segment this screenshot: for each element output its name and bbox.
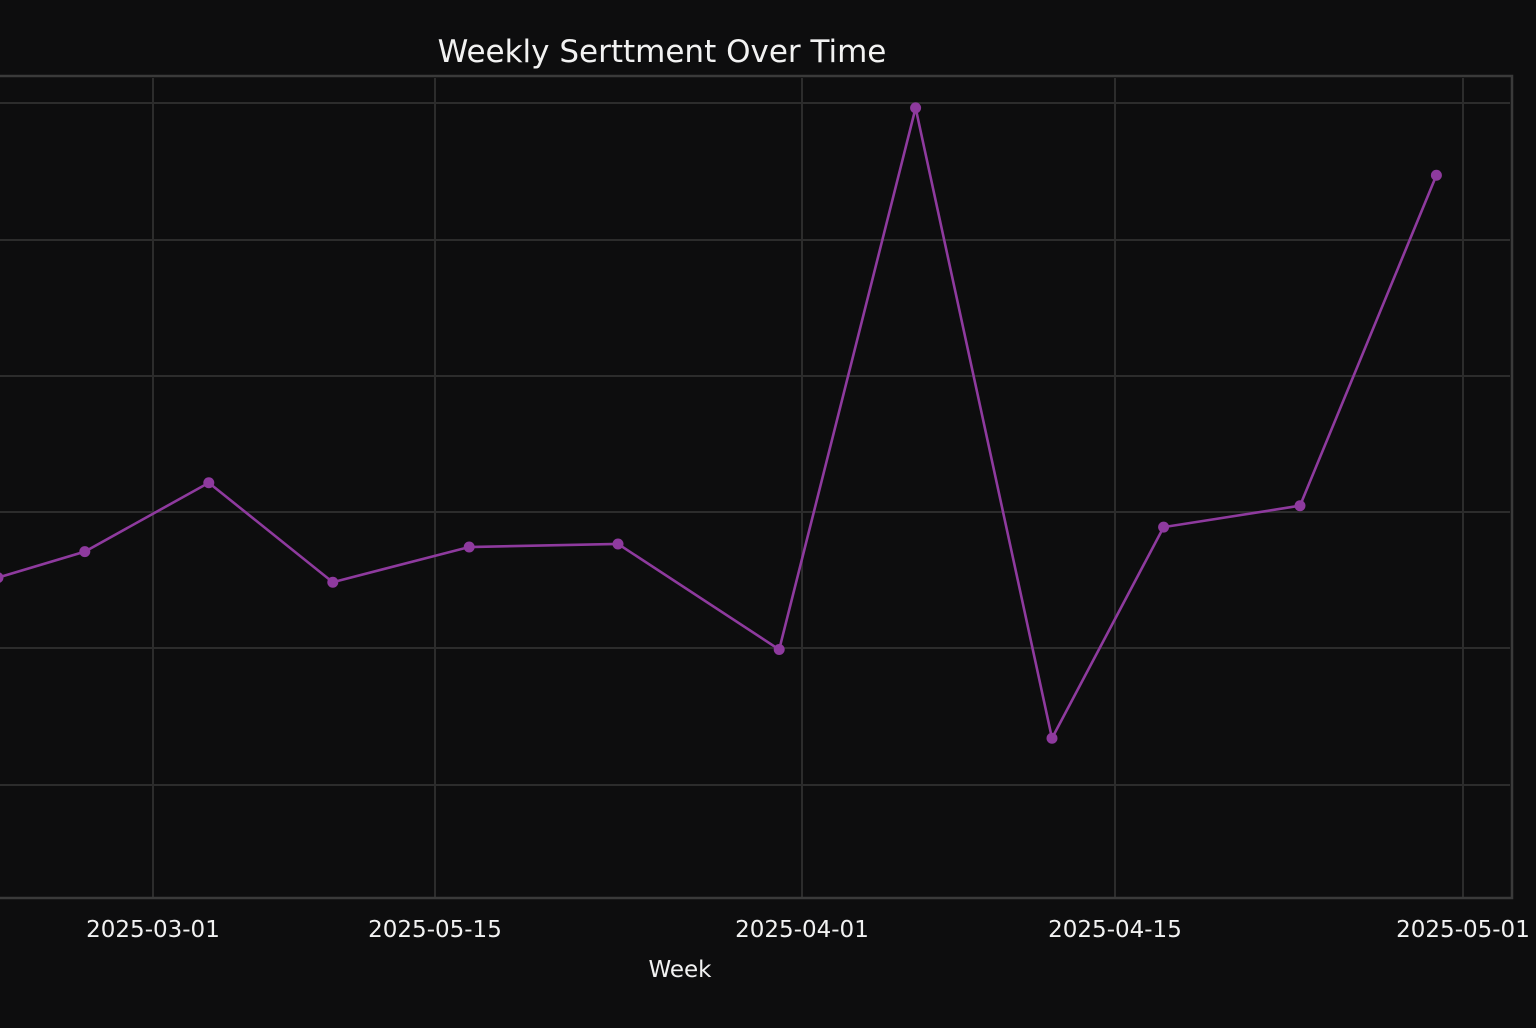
- x-tick-labels: 2025-03-01 2025-05-15 2025-04-01 2025-04-15…: [86, 917, 1530, 943]
- x-tick-label: 2025-05-15: [368, 917, 502, 943]
- series-layer: [0, 102, 1442, 744]
- data-point: [773, 644, 785, 656]
- data-point: [1430, 169, 1442, 181]
- data-point: [327, 576, 339, 588]
- data-point: [0, 572, 4, 583]
- data-point: [910, 102, 922, 114]
- grid-lines: [0, 78, 1510, 897]
- x-tick-label: 2025-05-01: [1396, 917, 1530, 943]
- chart-title: Weekly Serttment Over Time: [438, 34, 887, 70]
- plot-frame: [0, 74, 1514, 900]
- data-point: [1294, 500, 1306, 512]
- data-point: [203, 477, 215, 489]
- data-point: [612, 538, 624, 550]
- series-line: [0, 107, 1438, 743]
- data-point: [1158, 521, 1170, 533]
- data-point: [463, 541, 475, 553]
- x-tick-label: 2025-03-01: [86, 917, 220, 943]
- x-axis-label: Week: [648, 957, 712, 983]
- data-point: [1046, 732, 1058, 744]
- data-point: [79, 546, 91, 558]
- x-tick-label: 2025-04-15: [1048, 917, 1182, 943]
- x-tick-label: 2025-04-01: [735, 917, 869, 943]
